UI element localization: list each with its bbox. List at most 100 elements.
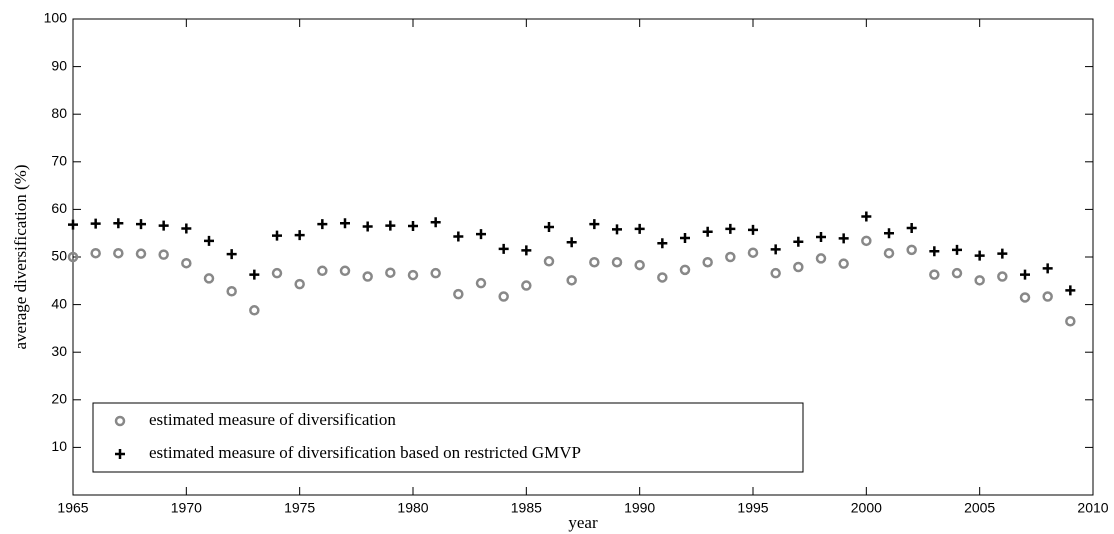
x-tick-label: 1995: [737, 500, 768, 516]
data-point: [339, 265, 351, 277]
x-tick-label: 1965: [57, 500, 88, 516]
data-point: [657, 272, 668, 283]
y-tick-label: 20: [51, 391, 67, 407]
data-point: [906, 222, 917, 233]
data-point: [748, 224, 758, 235]
data-point: [589, 219, 600, 230]
legend-marker: [115, 449, 125, 459]
legend-marker: [114, 415, 126, 427]
data-point: [476, 229, 486, 240]
data-point: [294, 230, 305, 241]
data-point: [589, 256, 600, 268]
data-point: [135, 248, 147, 259]
x-axis-label: year: [568, 513, 598, 532]
data-point: [770, 244, 781, 255]
data-point: [725, 223, 736, 234]
data-point: [952, 244, 962, 255]
legend-label: estimated measure of diversification bas…: [149, 443, 581, 462]
data-point: [747, 247, 759, 258]
data-point: [1042, 291, 1053, 302]
data-point: [226, 249, 237, 260]
data-point: [793, 261, 804, 273]
data-point: [158, 249, 169, 260]
data-point: [544, 222, 554, 233]
data-point: [385, 267, 396, 278]
data-point: [906, 244, 917, 256]
data-point: [543, 256, 555, 267]
y-tick-label: 70: [51, 153, 67, 169]
data-point: [67, 251, 79, 263]
x-tick-label: 1980: [397, 500, 428, 516]
data-point: [838, 233, 849, 244]
x-tick-label: 1970: [171, 500, 202, 516]
data-point: [475, 277, 487, 289]
data-point: [997, 248, 1008, 259]
data-point: [793, 236, 804, 247]
x-tick-label: 1990: [624, 500, 655, 516]
data-point: [997, 271, 1008, 282]
data-point: [634, 259, 645, 271]
data-point: [725, 251, 736, 263]
data-point: [861, 211, 872, 222]
data-point: [816, 232, 826, 243]
x-tick-label: 2010: [1077, 500, 1108, 516]
data-point: [113, 218, 124, 229]
data-point: [407, 269, 419, 281]
y-tick-label: 90: [51, 57, 67, 73]
data-point: [1065, 285, 1076, 296]
y-tick-label: 10: [51, 438, 67, 454]
data-point: [838, 258, 849, 269]
data-point: [362, 221, 373, 232]
x-tick-label: 1975: [284, 500, 315, 516]
x-tick-label: 2000: [851, 500, 882, 516]
data-point: [929, 269, 940, 280]
data-point: [249, 305, 260, 316]
x-tick-label: 1985: [511, 500, 542, 516]
y-tick-label: 60: [51, 200, 67, 216]
data-point: [181, 223, 192, 234]
data-point: [566, 237, 577, 248]
data-point: [974, 250, 985, 261]
data-point: [226, 286, 237, 297]
data-point: [68, 219, 78, 230]
data-point: [883, 247, 895, 259]
data-point: [634, 223, 645, 234]
y-tick-label: 80: [51, 105, 67, 121]
data-point: [611, 256, 623, 268]
data-point: [181, 257, 192, 269]
data-point: [136, 219, 146, 230]
legend-label: estimated measure of diversification: [149, 410, 396, 429]
data-point: [362, 271, 373, 282]
data-point: [612, 224, 622, 235]
data-point: [249, 269, 260, 280]
data-point: [521, 245, 532, 256]
data-point: [679, 264, 691, 276]
data-point: [974, 275, 985, 286]
data-point: [929, 246, 940, 257]
y-tick-label: 30: [51, 343, 67, 359]
y-tick-label: 40: [51, 295, 67, 311]
data-point: [317, 219, 328, 230]
data-point: [271, 267, 283, 279]
data-point: [272, 230, 282, 241]
data-point: [521, 280, 532, 291]
data-point: [1020, 269, 1030, 280]
data-point: [294, 278, 305, 290]
data-point: [884, 228, 894, 239]
data-point: [951, 267, 963, 279]
data-point: [317, 265, 328, 277]
data-point: [204, 235, 214, 246]
data-point: [158, 220, 169, 231]
data-point: [385, 220, 396, 231]
y-tick-label: 50: [51, 248, 67, 264]
data-point: [430, 267, 441, 279]
data-point: [498, 291, 509, 302]
data-point: [90, 218, 101, 229]
data-point: [408, 221, 418, 232]
data-point: [702, 256, 713, 268]
data-point: [657, 238, 668, 249]
data-point: [453, 231, 464, 242]
data-point: [453, 288, 464, 300]
data-point: [1042, 263, 1053, 274]
